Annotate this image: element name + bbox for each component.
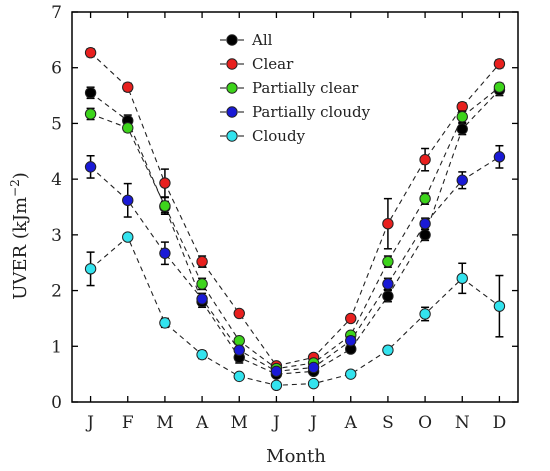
- series-line: [90, 86, 500, 370]
- data-point: [493, 300, 506, 312]
- data-point: [233, 344, 245, 356]
- legend-marker: [226, 130, 238, 142]
- plot-frame: [71, 11, 519, 403]
- data-point: [84, 46, 97, 59]
- series-group: [84, 144, 506, 378]
- data-point: [84, 87, 97, 99]
- y-axis-title: UVER (kJm−2): [8, 172, 31, 300]
- data-point: [419, 308, 431, 320]
- data-point: [419, 229, 431, 241]
- data-point: [419, 218, 431, 230]
- legend-label: Cloudy: [252, 127, 306, 145]
- y-axis-title-superscript: −2: [8, 179, 22, 197]
- data-point: [382, 255, 394, 268]
- y-axis-title-main: UVER (kJm: [10, 197, 31, 300]
- data-point: [307, 361, 320, 374]
- x-tick-label: D: [493, 413, 507, 433]
- y-tick-label: 3: [51, 226, 62, 246]
- y-axis-title-close: ): [10, 172, 31, 179]
- y-tick-label: 7: [51, 3, 62, 23]
- data-point: [122, 231, 134, 243]
- data-point: [84, 263, 97, 275]
- legend-marker: [226, 58, 238, 70]
- x-tick-label: O: [418, 413, 432, 433]
- data-point: [233, 307, 245, 320]
- x-tick-label: J: [85, 413, 94, 433]
- data-point: [456, 101, 468, 113]
- data-point: [456, 272, 468, 285]
- x-tick-label: A: [344, 413, 358, 433]
- data-point: [270, 365, 283, 378]
- data-point: [122, 81, 134, 93]
- data-point: [122, 122, 134, 134]
- y-tick-label: 2: [51, 282, 62, 302]
- data-point: [84, 108, 97, 120]
- y-tick-label: 1: [51, 337, 62, 357]
- legend-marker: [226, 82, 238, 94]
- legend-label: All: [251, 31, 273, 49]
- data-point: [159, 200, 171, 212]
- data-point: [159, 317, 171, 329]
- data-point: [196, 293, 208, 305]
- x-tick-label: F: [122, 413, 134, 433]
- data-point: [345, 335, 357, 347]
- x-axis-title: Month: [266, 446, 326, 467]
- x-tick-label: A: [195, 413, 209, 433]
- data-point: [345, 312, 357, 325]
- series-group: [84, 81, 506, 375]
- legend-marker: [226, 106, 238, 118]
- series-line: [90, 52, 500, 367]
- data-point: [382, 278, 394, 290]
- x-tick-label: S: [382, 413, 394, 433]
- legend-label: Clear: [252, 55, 294, 73]
- data-point: [307, 377, 320, 390]
- data-point: [382, 290, 394, 302]
- data-point: [382, 218, 394, 230]
- series-line: [90, 236, 500, 386]
- data-point: [419, 153, 431, 166]
- y-tick-label: 0: [51, 393, 62, 413]
- legend-label: Partially clear: [252, 79, 359, 97]
- legend-marker: [226, 34, 238, 46]
- data-point: [196, 278, 208, 290]
- plot-layer: 0 1 2 3 4 5 6 7 J F M A M J J A S O N D All Clear Partially cl…: [51, 3, 519, 433]
- x-tick-label: N: [455, 413, 470, 433]
- series-line: [90, 89, 500, 375]
- data-point: [456, 174, 468, 186]
- data-point: [493, 151, 506, 163]
- data-point: [493, 58, 506, 70]
- x-tick-label: M: [156, 413, 173, 433]
- data-point: [456, 123, 468, 135]
- data-point: [493, 81, 506, 93]
- data-point: [196, 255, 208, 268]
- data-point: [122, 194, 134, 207]
- y-tick-label: 6: [51, 59, 62, 79]
- y-tick-label: 5: [51, 114, 62, 134]
- y-tick-label: 4: [51, 170, 62, 190]
- data-point: [196, 348, 208, 361]
- data-point: [233, 335, 245, 347]
- x-tick-label: M: [231, 413, 248, 433]
- data-point: [419, 192, 431, 205]
- data-point: [456, 111, 468, 123]
- x-tick-label: J: [308, 413, 317, 433]
- data-point: [345, 368, 357, 380]
- data-point: [270, 379, 283, 391]
- data-point: [233, 370, 245, 383]
- data-point: [84, 161, 97, 173]
- data-point: [159, 177, 171, 189]
- x-tick-label: J: [271, 413, 280, 433]
- data-point: [159, 247, 171, 259]
- legend-label: Partially cloudy: [252, 103, 371, 121]
- series-group: [84, 46, 506, 372]
- series-group: [84, 231, 506, 391]
- data-point: [382, 344, 394, 356]
- series-line: [90, 156, 500, 372]
